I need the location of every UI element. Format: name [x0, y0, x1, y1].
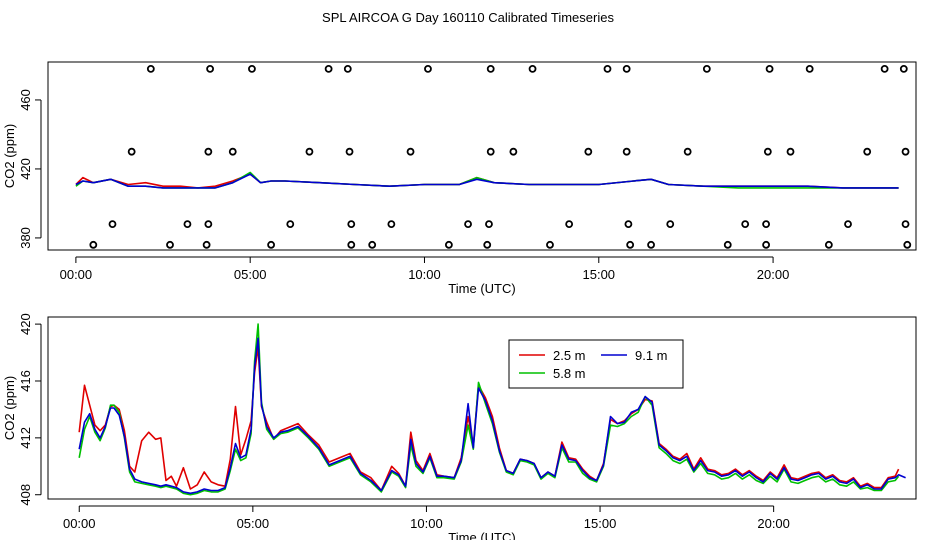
- legend-label: 9.1 m: [635, 348, 668, 363]
- chart-title: SPL AIRCOA G Day 160110 Calibrated Times…: [322, 10, 614, 25]
- data-point: [863, 147, 872, 156]
- data-point: [166, 240, 174, 249]
- data-point: [824, 240, 833, 249]
- data-point: [89, 240, 98, 249]
- legend-label: 2.5 m: [553, 348, 586, 363]
- data-point: [485, 220, 493, 229]
- data-point: [603, 64, 612, 73]
- data-point: [546, 240, 554, 249]
- data-point: [624, 220, 633, 229]
- x-tick-label: 05:00: [234, 267, 267, 282]
- data-point: [406, 147, 415, 156]
- data-point: [702, 64, 711, 73]
- x-tick-label: 15:00: [583, 267, 616, 282]
- data-point: [565, 220, 574, 229]
- data-point: [880, 64, 889, 73]
- series-line-9-1-m: [78, 337, 906, 495]
- data-point: [444, 240, 453, 249]
- x-axis-label: Time (UTC): [448, 530, 515, 540]
- data-point: [486, 64, 495, 73]
- data-point: [206, 64, 214, 73]
- x-tick-label: 20:00: [757, 516, 790, 531]
- data-point: [528, 64, 537, 73]
- data-point: [765, 64, 774, 73]
- data-point: [248, 64, 256, 73]
- data-point: [805, 64, 814, 73]
- data-point: [844, 220, 852, 229]
- data-point: [901, 147, 910, 156]
- legend: 2.5 m 5.8 m 9.1 m: [508, 339, 684, 389]
- plot-frame: [47, 61, 917, 251]
- data-point: [183, 220, 192, 229]
- data-point: [204, 147, 213, 156]
- y-tick-label: 412: [18, 427, 33, 449]
- data-point: [622, 64, 631, 73]
- data-point: [584, 147, 593, 156]
- series-line-2-5-m: [78, 346, 900, 492]
- y-tick-label: 380: [18, 227, 33, 249]
- data-point: [424, 64, 432, 73]
- x-tick-label: 00:00: [60, 267, 93, 282]
- data-point: [347, 220, 356, 229]
- y-tick-label: 460: [18, 89, 33, 111]
- panel-bottom: 00:00 05:00 10:00 15:00 20:00 Time (UTC) 408 41…: [2, 313, 917, 545]
- data-point: [899, 64, 908, 73]
- data-point: [324, 64, 333, 73]
- data-point: [666, 220, 675, 229]
- data-point: [626, 240, 635, 249]
- data-point: [202, 240, 211, 249]
- x-tick-label: 10:00: [410, 516, 443, 531]
- data-point: [903, 240, 912, 249]
- data-point: [228, 147, 237, 156]
- x-tick-label: 15:00: [584, 516, 617, 531]
- data-point: [146, 64, 155, 73]
- x-tick-label: 20:00: [757, 267, 790, 282]
- data-point: [387, 220, 396, 229]
- data-point: [305, 147, 314, 156]
- x-tick-label: 00:00: [63, 516, 96, 531]
- y-tick-label: 408: [18, 484, 33, 506]
- y-tick-label: 416: [18, 370, 33, 392]
- data-point: [347, 240, 356, 249]
- data-point: [762, 240, 771, 249]
- data-point: [483, 240, 492, 249]
- data-point: [127, 147, 136, 156]
- legend-box: [508, 339, 684, 389]
- data-point: [647, 240, 655, 249]
- x-tick-label: 10:00: [408, 267, 441, 282]
- plot-frame: [47, 316, 917, 500]
- data-point: [108, 220, 117, 229]
- data-point: [286, 220, 295, 229]
- y-axis-label: CO2 (ppm): [2, 376, 17, 440]
- data-point: [267, 240, 276, 249]
- series-line-9-1-m: [75, 173, 899, 189]
- data-point: [786, 147, 795, 156]
- data-point: [509, 147, 518, 156]
- data-point: [901, 220, 910, 229]
- data-point: [763, 147, 772, 156]
- x-axis-label: Time (UTC): [448, 281, 515, 296]
- data-point: [723, 240, 732, 249]
- legend-label: 5.8 m: [553, 366, 586, 381]
- y-tick-label: 420: [18, 313, 33, 335]
- x-tick-label: 05:00: [237, 516, 270, 531]
- data-point: [683, 147, 692, 156]
- data-point: [762, 220, 771, 229]
- panel-top: 00:00 05:00 10:00 15:00 20:00 Time (UTC) 380 42…: [2, 61, 917, 296]
- data-point: [464, 220, 472, 229]
- data-point: [486, 147, 495, 156]
- data-point: [343, 64, 352, 73]
- y-tick-label: 420: [18, 158, 33, 180]
- data-point: [204, 220, 213, 229]
- data-point: [345, 147, 354, 156]
- data-point: [622, 147, 631, 156]
- data-point: [368, 240, 377, 249]
- data-point: [741, 220, 750, 229]
- y-axis-label: CO2 (ppm): [2, 124, 17, 188]
